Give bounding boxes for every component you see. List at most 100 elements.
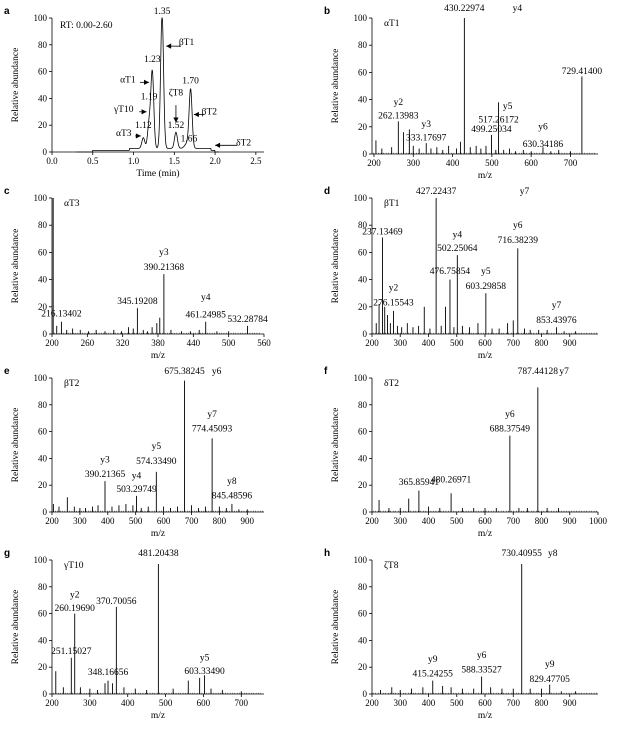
peak-label: y6 — [513, 221, 523, 231]
peak-label: y6 — [212, 367, 222, 377]
peak-label: y5 — [503, 102, 513, 112]
y-tick-label: 20 — [38, 120, 48, 130]
y-tick-label: 100 — [354, 193, 368, 203]
x-tick-label: 200 — [45, 338, 59, 348]
peak-label: y5 — [200, 654, 210, 664]
x-tick-label: 2.0 — [209, 156, 221, 166]
y-tick-label: 60 — [38, 247, 48, 257]
y-tick-label: 40 — [38, 453, 48, 463]
x-tick-label: 500 — [450, 698, 464, 708]
x-tick-label: 400 — [422, 338, 436, 348]
peak-label: 730.40955 — [502, 549, 543, 559]
x-tick-label: 1.5 — [169, 156, 181, 166]
panel-g: g 0 20 40 60 80 100 200 300 400 500 600 700 m/z Relati… — [4, 548, 264, 721]
peak-label: y4 — [453, 230, 463, 240]
peak-label: δT2 — [236, 138, 251, 148]
y-tick-label: 20 — [38, 302, 48, 312]
peak-label: 630.34186 — [523, 140, 564, 150]
x-tick-label: 300 — [83, 698, 97, 708]
y-tick-label: 20 — [358, 662, 368, 672]
chromatogram-trace — [76, 17, 219, 153]
x-tick-label: 900 — [563, 516, 577, 526]
y-axis-title: Relative abundance — [11, 48, 21, 123]
x-tick-label: 2.5 — [250, 156, 262, 166]
y-tick-label: 20 — [358, 480, 368, 490]
y-axis-title: Relative abundance — [331, 229, 341, 304]
peak-label: 853.43976 — [536, 316, 577, 326]
peak-label: 845.48596 — [212, 492, 253, 502]
y-tick-label: 40 — [38, 93, 48, 103]
peak-label: y2 — [394, 98, 404, 108]
x-tick-label: 500 — [129, 516, 143, 526]
x-tick-label: 400 — [422, 516, 436, 526]
panel-title: αT3 — [64, 199, 80, 209]
x-tick-label: 440 — [187, 338, 201, 348]
peak-label: 345.19208 — [117, 297, 158, 307]
y-tick-label: 80 — [38, 40, 48, 50]
peak-label: y5 — [481, 267, 491, 277]
panel-letter: d — [324, 186, 330, 197]
x-tick-label: 200 — [45, 516, 59, 526]
x-tick-label: 600 — [478, 698, 492, 708]
y-tick-label: 40 — [38, 635, 48, 645]
arrow-head — [141, 109, 147, 115]
x-tick-label: 560 — [257, 338, 271, 348]
y-tick-label: 80 — [38, 220, 48, 230]
arrow-head — [215, 142, 221, 148]
y-tick-label: 20 — [38, 662, 48, 672]
peak-label: 237.13469 — [362, 228, 403, 238]
y-tick-label: 100 — [34, 373, 48, 383]
peak-label: γT10 — [113, 105, 134, 115]
x-tick-label: 300 — [73, 516, 87, 526]
x-tick-label: 1.0 — [128, 156, 140, 166]
panel-c: c 0 20 40 60 80 100 200 260 320 380 440 500 560 m/z Rel… — [4, 186, 271, 361]
x-tick-label: 260 — [81, 338, 95, 348]
peak-label: y9 — [545, 660, 555, 670]
peak-label: 262.13983 — [378, 112, 419, 122]
x-axis-title: Time (min) — [136, 168, 179, 179]
x-tick-label: 200 — [365, 338, 379, 348]
x-tick-label: 500 — [485, 158, 499, 168]
peak-label: 260.19690 — [55, 604, 96, 614]
y-tick-label: 60 — [358, 247, 368, 257]
x-tick-label: 600 — [197, 698, 211, 708]
y-tick-label: 40 — [358, 635, 368, 645]
peak-label: 829.47705 — [530, 675, 571, 685]
x-tick-label: 600 — [524, 158, 538, 168]
peak-label: 348.16656 — [88, 668, 129, 678]
x-tick-label: 500 — [450, 338, 464, 348]
panel-title: βT2 — [64, 379, 80, 389]
y-tick-label: 60 — [38, 609, 48, 619]
peak-label: 370.70056 — [96, 597, 137, 607]
x-axis-title: m/z — [151, 711, 165, 721]
panel-f: f 0 20 40 60 80 100 200 300 400 500 600 700 800 900 100… — [324, 366, 608, 539]
peak-label: 603.29858 — [466, 282, 507, 292]
y-tick-label: 0 — [363, 329, 368, 339]
peak-label: 729.41400 — [562, 67, 603, 77]
x-tick-label: 900 — [563, 698, 577, 708]
x-tick-label: 700 — [235, 698, 249, 708]
peak-label: 430.22974 — [444, 4, 485, 14]
peak-label: αT3 — [116, 129, 132, 139]
y-tick-label: 60 — [38, 67, 48, 77]
x-tick-label: 800 — [535, 338, 549, 348]
x-tick-label: 500 — [450, 516, 464, 526]
x-tick-label: 400 — [101, 516, 115, 526]
panel-letter: g — [4, 548, 10, 559]
y-tick-label: 0 — [43, 507, 48, 517]
x-axis-title: m/z — [151, 529, 165, 539]
arrow-head — [144, 79, 150, 85]
x-tick-label: 900 — [563, 338, 577, 348]
x-tick-label: 200 — [365, 516, 379, 526]
y-tick-label: 100 — [34, 555, 48, 565]
x-tick-label: 800 — [213, 516, 227, 526]
peak-label: 476.75854 — [430, 267, 471, 277]
x-tick-label: 200 — [365, 698, 379, 708]
y-tick-label: 60 — [38, 427, 48, 437]
y-axis-title: Relative abundance — [11, 590, 21, 665]
peak-label: 1.66 — [181, 134, 198, 144]
panel-letter: e — [4, 366, 10, 377]
y-tick-label: 0 — [43, 329, 48, 339]
x-tick-label: 700 — [185, 516, 199, 526]
x-axis-title: m/z — [151, 351, 165, 361]
